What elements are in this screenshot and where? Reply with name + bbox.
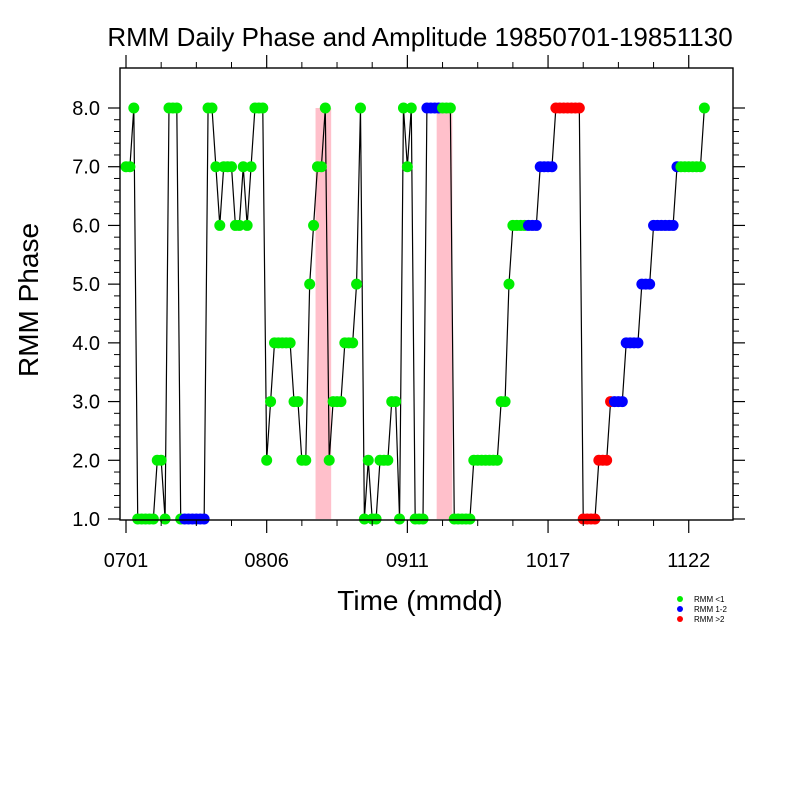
y-tick-label: 3.0 [72,392,100,414]
y-tick-labels: 1.0 2.0 3.0 4.0 5.0 6.0 7.0 8.0 [72,98,100,531]
y-tick-label: 6.0 [72,215,100,237]
data-point-105 [530,219,542,231]
data-point-58 [347,337,359,349]
data-point-127 [616,396,628,408]
data-point-123 [601,454,613,466]
data-point-44 [292,396,304,408]
data-point-60 [354,102,366,114]
data-point-7 [147,513,159,525]
data-point-83 [444,102,456,114]
data-point-62 [362,454,374,466]
data-point-71 [397,102,409,114]
shaded-period-1 [315,108,332,519]
data-point-48 [308,219,320,231]
legend-marker-1 [677,596,683,602]
data-point-35 [257,102,269,114]
data-point-131 [632,337,644,349]
data-point-95 [491,454,503,466]
x-tick-label: 0911 [386,550,429,572]
data-point-98 [503,278,515,290]
data-point-97 [499,396,511,408]
axis-ticks [108,55,745,533]
data-point-76 [417,513,429,525]
y-tick-label: 5.0 [72,274,100,296]
x-tick-label: 0701 [104,550,149,572]
data-point-23 [210,161,222,173]
legend-label-2: RMM 1-2 [694,605,727,614]
legend-label-3: RMM >2 [694,615,725,624]
data-point-109 [546,161,558,173]
legend-marker-2 [677,606,683,612]
data-point-51 [319,102,331,114]
x-tick-labels: 0701 0806 0911 1017 1122 [104,550,710,572]
data-point-27 [226,161,238,173]
data-point-29 [233,219,245,231]
legend-marker-3 [677,616,683,622]
data-point-64 [370,513,382,525]
data-point-31 [241,219,253,231]
data-point-70 [394,513,406,525]
data-point-59 [351,278,363,290]
data-point-24 [214,219,226,231]
data-point-72 [401,161,413,173]
y-tick-label: 4.0 [72,333,100,355]
data-point-120 [589,513,601,525]
data-point-2 [128,102,140,114]
data-point-52 [323,454,335,466]
y-tick-label: 8.0 [72,98,100,120]
y-tick-label: 1.0 [72,509,100,531]
data-point-37 [265,396,277,408]
y-tick-label: 2.0 [72,450,100,472]
y-axis-title: RMM Phase [13,223,44,377]
data-point-13 [171,102,183,114]
shaded-periods [315,108,453,519]
chart-title: RMM Daily Phase and Amplitude 19850701-1… [107,22,732,52]
data-point-9 [155,454,167,466]
data-point-30 [237,161,249,173]
data-points [120,102,710,525]
x-tick-label: 1017 [526,550,571,572]
data-point-47 [304,278,316,290]
data-point-116 [573,102,585,114]
data-point-46 [300,454,312,466]
legend-label-1: RMM <1 [694,595,725,604]
shaded-period-2 [436,108,453,519]
x-tick-label: 0806 [244,550,289,572]
data-point-140 [667,219,679,231]
data-point-69 [390,396,402,408]
data-point-55 [335,396,347,408]
data-point-1 [124,161,136,173]
data-point-10 [159,513,171,525]
data-point-61 [358,513,370,525]
data-point-20 [198,513,210,525]
data-point-50 [315,161,327,173]
data-point-73 [405,102,417,114]
x-tick-label: 1122 [667,550,710,572]
data-point-88 [464,513,476,525]
data-point-147 [694,161,706,173]
plot-frame [119,67,734,521]
data-point-134 [644,278,656,290]
data-point-36 [261,454,273,466]
data-point-42 [284,337,296,349]
data-point-148 [698,102,710,114]
data-point-22 [206,102,218,114]
y-tick-label: 7.0 [72,157,100,179]
x-axis-title: Time (mmdd) [337,585,502,616]
data-point-32 [245,161,257,173]
data-point-67 [382,454,394,466]
